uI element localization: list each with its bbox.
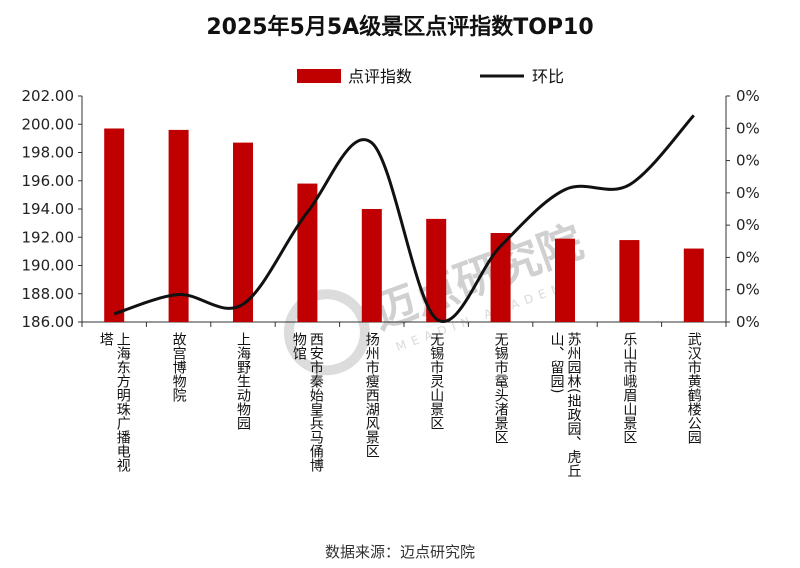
bar [233, 142, 253, 322]
line-series [113, 114, 695, 323]
y-right-tick-label: 0% [736, 281, 760, 299]
bars [104, 128, 704, 322]
category-label: 苏州园林(拙政园、虎丘 [566, 332, 582, 478]
y-right-tick-label: 0% [736, 87, 760, 105]
y-right-tick-label: 0% [736, 119, 760, 137]
y-right-tick-label: 0% [736, 216, 760, 234]
bar [619, 240, 640, 322]
legend-bar-label: 点评指数 [348, 67, 412, 86]
category-label: 无锡市鼋头渚景区 [493, 332, 509, 444]
y-left-tick-label: 194.00 [22, 200, 75, 218]
y-left-tick-label: 200.00 [22, 115, 75, 133]
bar [168, 129, 189, 322]
chart-title: 2025年5月5A级景区点评指数TOP10 [206, 14, 593, 40]
line-series-path [113, 114, 695, 323]
legend-line-label: 环比 [532, 67, 564, 86]
y-right-tick-label: 0% [736, 248, 760, 266]
category-label: 山、留园) [549, 332, 565, 393]
category-label: 无锡市灵山景区 [428, 332, 444, 430]
category-label: 乐山市峨眉山景区 [621, 332, 637, 444]
y-left-tick-label: 188.00 [22, 285, 75, 303]
bar [361, 209, 382, 322]
axes: 186.00 188.00 190.00 192.00 194.00 196.00 198.… [22, 87, 760, 331]
category-label: 西安市秦始皇兵马俑博 [308, 332, 324, 472]
y-left-tick-label: 198.00 [22, 144, 75, 162]
y-right-tick-label: 0% [736, 313, 760, 331]
source-note: 数据来源：迈点研究院 [325, 543, 475, 561]
category-label: 扬州市瘦西湖风景区 [364, 332, 380, 458]
y-left-tick-label: 192.00 [22, 228, 75, 246]
category-label: 武汉市黄鹤楼公园 [686, 332, 702, 444]
y-left-tick-label: 202.00 [22, 87, 75, 105]
category-label: 塔 [98, 332, 114, 346]
category-label: 上海野生动物园 [235, 332, 251, 430]
y-right-tick-label: 0% [736, 152, 760, 170]
bar [490, 233, 511, 322]
category-label: 物馆 [291, 332, 307, 360]
y-right-tick-label: 0% [736, 184, 760, 202]
bar [104, 128, 125, 322]
legend-bar-swatch [297, 69, 341, 83]
bar [555, 238, 575, 322]
category-label: 故宫博物院 [171, 332, 187, 403]
bar [426, 218, 447, 322]
bar [683, 248, 704, 322]
category-label: 上海东方明珠广播电视 [115, 332, 131, 473]
y-left-tick-label: 186.00 [22, 313, 75, 331]
legend: 点评指数 环比 [297, 67, 564, 86]
y-left-tick-label: 190.00 [22, 257, 75, 275]
y-left-tick-label: 196.00 [22, 172, 75, 190]
